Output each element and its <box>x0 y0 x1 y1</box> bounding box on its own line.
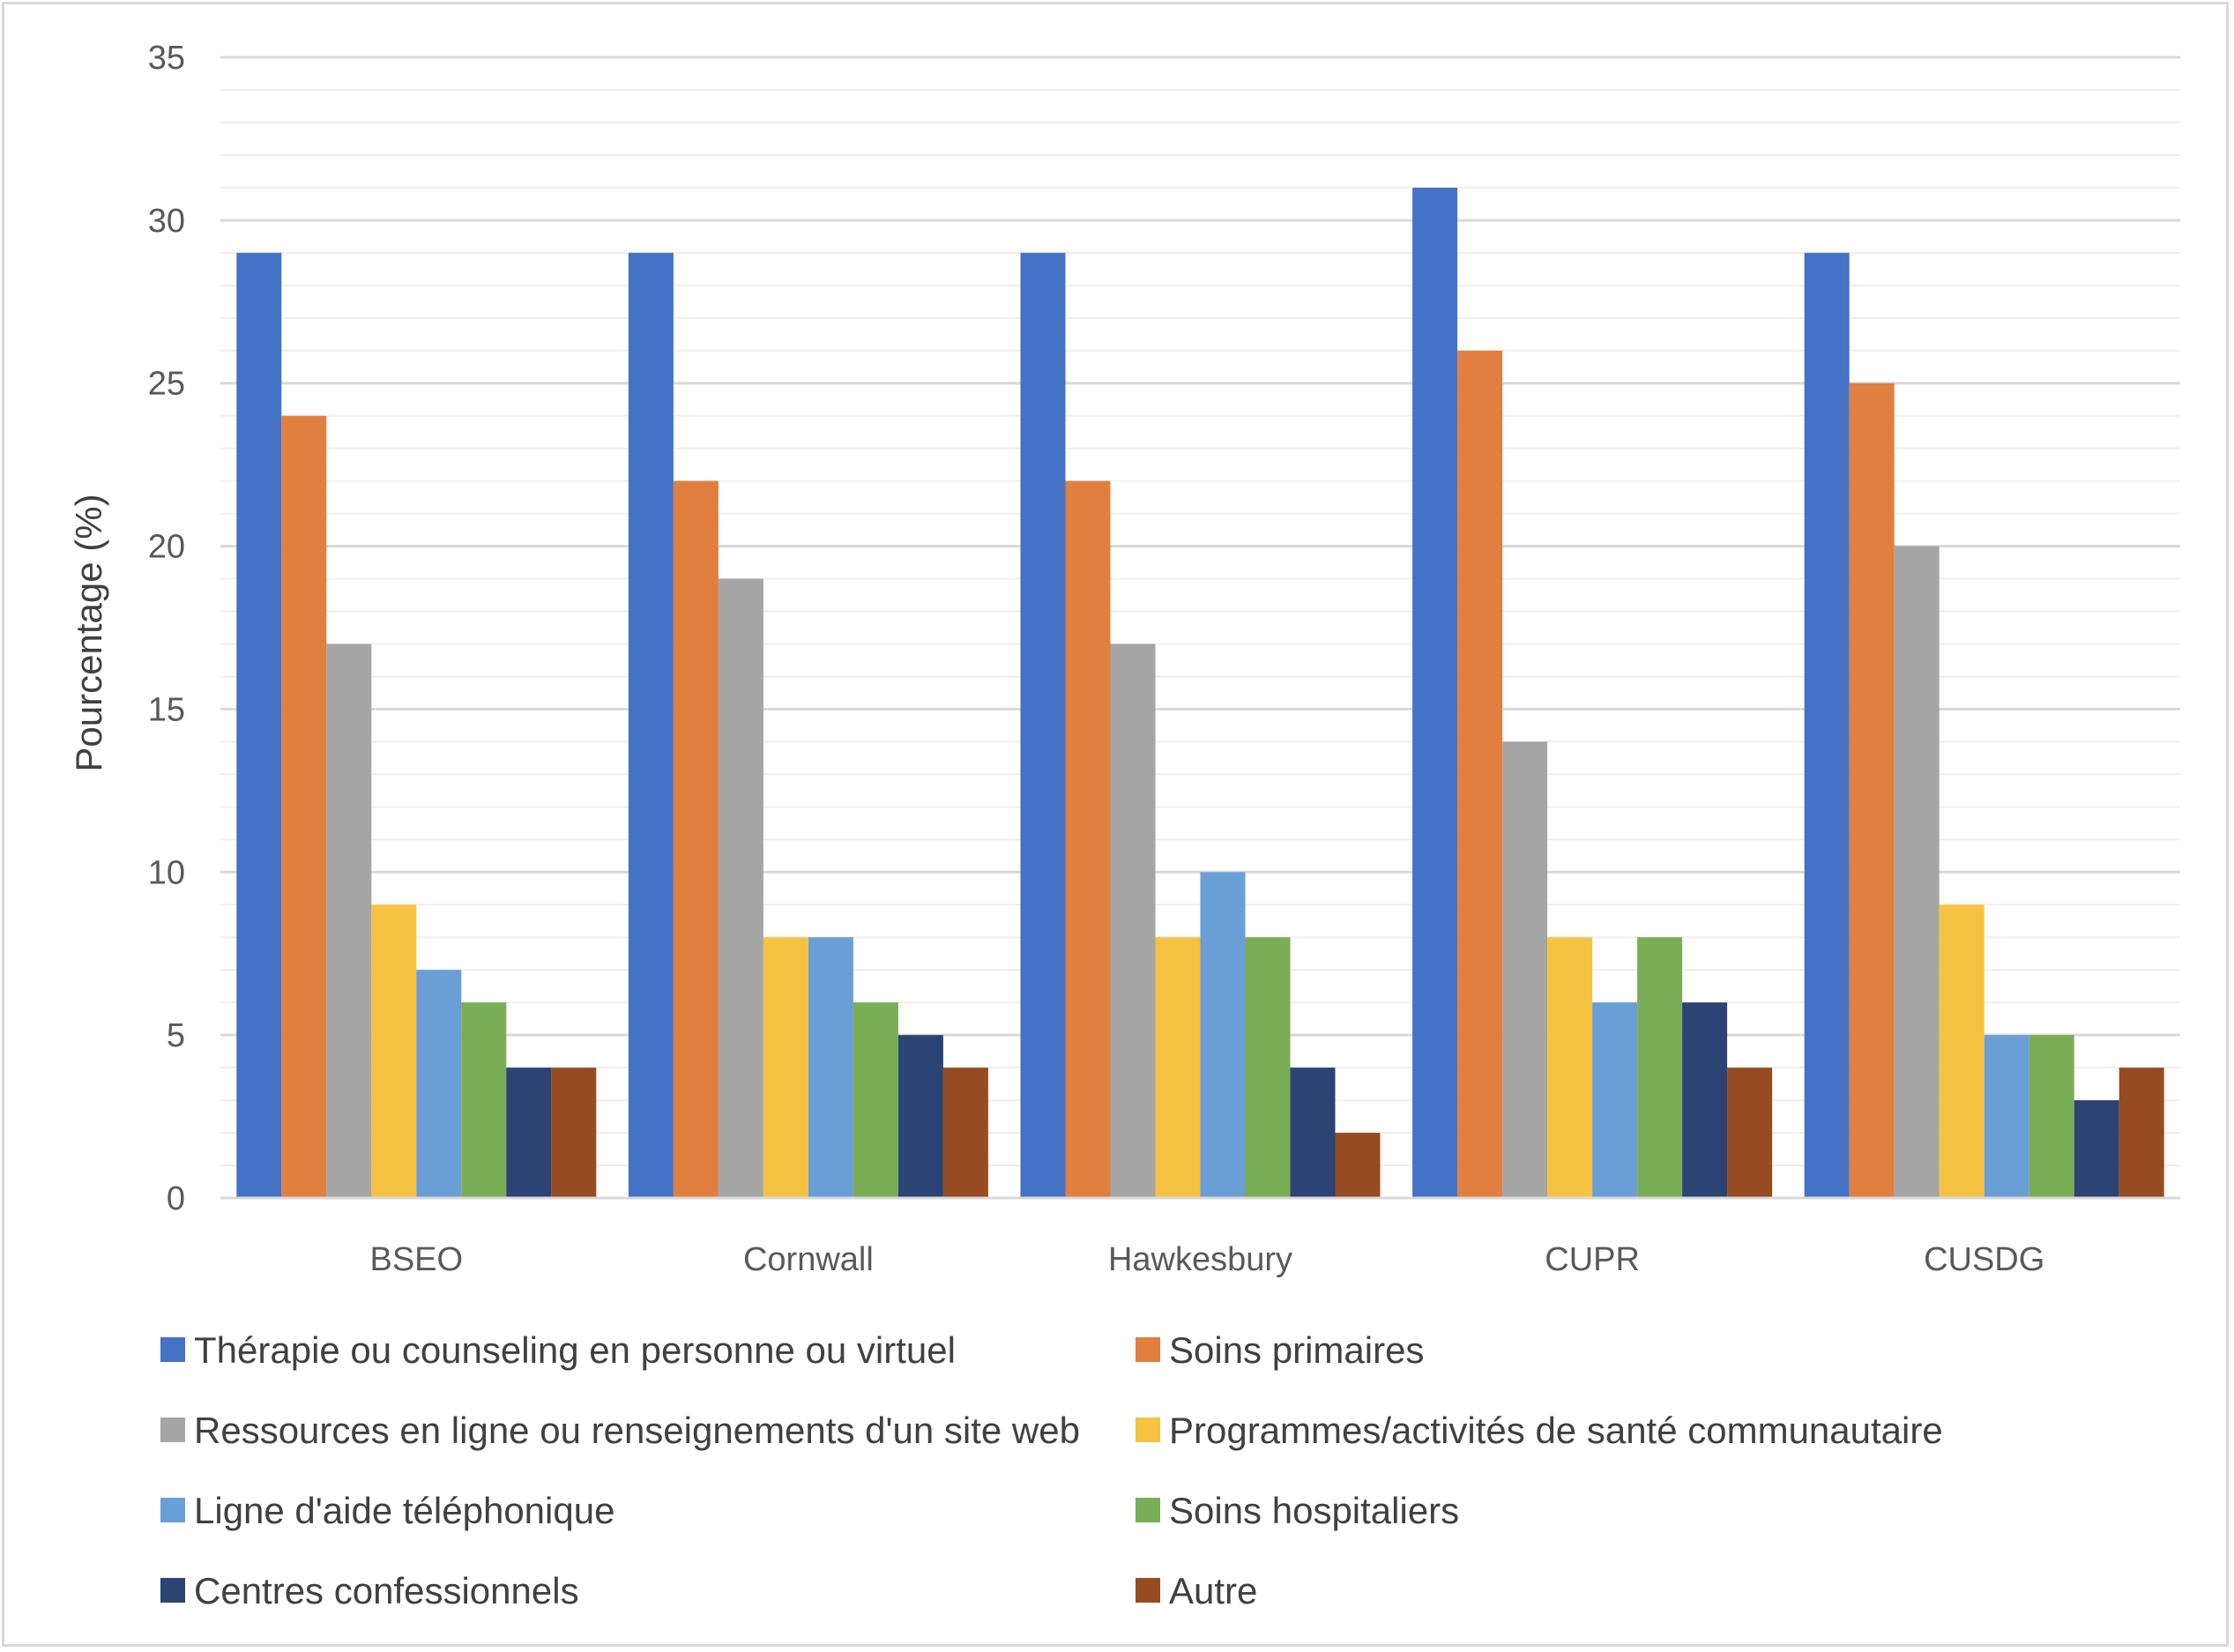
bar <box>1155 937 1201 1198</box>
bar <box>2074 1100 2119 1198</box>
y-tick-label: 5 <box>167 1017 185 1054</box>
legend-swatch <box>160 1418 185 1442</box>
legend-swatch <box>1136 1578 1160 1603</box>
legend-label: Ressources en ligne ou renseignements d'… <box>194 1410 1080 1451</box>
legend-item: Thérapie ou counseling en personne ou vi… <box>160 1329 956 1371</box>
bar <box>1547 937 1593 1198</box>
legend-item: Ligne d'aide téléphonique <box>160 1490 614 1531</box>
legend-label: Ligne d'aide téléphonique <box>194 1490 614 1531</box>
legend-label: Soins primaires <box>1169 1329 1424 1371</box>
y-tick-label: 25 <box>148 366 185 403</box>
legend-item: Soins hospitaliers <box>1136 1490 1459 1531</box>
y-axis-ticks: 0 5 10 15 20 25 30 35 <box>148 40 185 1217</box>
bar <box>1727 1068 1773 1198</box>
legend-item: Autre <box>1136 1570 1257 1611</box>
legend-label: Autre <box>1169 1570 1257 1611</box>
x-tick-label: CUPR <box>1545 1241 1640 1278</box>
bar <box>1335 1133 1381 1198</box>
legend-swatch <box>160 1337 185 1362</box>
legend-item: Soins primaires <box>1136 1329 1424 1371</box>
bar <box>673 480 719 1198</box>
bar <box>942 1068 988 1198</box>
bar <box>2119 1068 2164 1198</box>
x-tick-label: CUSDG <box>1924 1241 2044 1278</box>
bar <box>1939 904 1985 1198</box>
bar <box>1065 480 1111 1198</box>
x-tick-label: BSEO <box>369 1241 463 1278</box>
legend-label: Thérapie ou counseling en personne ou vi… <box>194 1329 956 1371</box>
x-tick-label: Hawkesbury <box>1108 1241 1292 1278</box>
bar <box>718 578 763 1198</box>
legend-swatch <box>1136 1498 1160 1522</box>
bar <box>371 904 417 1198</box>
bars <box>220 187 2180 1200</box>
bar <box>281 415 327 1199</box>
y-tick-label: 0 <box>167 1180 185 1217</box>
bar <box>506 1068 552 1198</box>
bar <box>1290 1068 1336 1198</box>
y-tick-label: 35 <box>148 40 185 77</box>
legend-swatch <box>160 1578 185 1603</box>
bar <box>1200 872 1246 1198</box>
bar <box>1412 187 1458 1198</box>
bar <box>1984 1035 2029 1198</box>
bar <box>1110 644 1156 1198</box>
legend-swatch <box>1136 1418 1160 1442</box>
legend: Thérapie ou counseling en personne ou vi… <box>160 1329 1943 1611</box>
bar <box>461 1002 507 1198</box>
bar <box>1894 546 1940 1198</box>
bar <box>2029 1035 2074 1198</box>
bar-chart: 0 5 10 15 20 25 30 35 BSEO Cornwall Hawkesbury CUP… <box>68 40 2180 1611</box>
bar <box>1804 252 1850 1198</box>
bar <box>808 937 853 1198</box>
bar <box>1245 937 1291 1198</box>
bar <box>1020 252 1066 1198</box>
legend-swatch <box>160 1498 185 1522</box>
legend-item: Ressources en ligne ou renseignements d'… <box>160 1410 1080 1451</box>
legend-label: Soins hospitaliers <box>1169 1490 1459 1531</box>
bar <box>897 1035 943 1198</box>
bar <box>1592 1002 1638 1198</box>
legend-label: Programmes/activités de santé communauta… <box>1169 1410 1943 1451</box>
legend-item: Centres confessionnels <box>160 1570 579 1611</box>
bar <box>1637 937 1683 1198</box>
bar <box>1849 383 1895 1198</box>
legend-swatch <box>1136 1337 1160 1362</box>
y-tick-label: 20 <box>148 529 185 566</box>
legend-item: Programmes/activités de santé communauta… <box>1136 1410 1943 1451</box>
bar <box>628 252 674 1198</box>
bar <box>236 252 282 1198</box>
bar <box>853 1002 898 1198</box>
bar <box>1682 1002 1728 1198</box>
y-axis-title: Pourcentage (%) <box>68 494 109 771</box>
y-tick-label: 15 <box>148 691 185 728</box>
bar <box>416 970 462 1198</box>
bar <box>1502 741 1548 1198</box>
bar <box>551 1068 597 1198</box>
legend-label: Centres confessionnels <box>194 1570 579 1611</box>
y-tick-label: 30 <box>148 203 185 240</box>
bar <box>1457 350 1503 1198</box>
bar <box>326 644 372 1198</box>
y-tick-label: 10 <box>148 854 185 891</box>
bar <box>763 937 808 1198</box>
x-tick-label: Cornwall <box>743 1241 874 1278</box>
x-axis-ticks: BSEO Cornwall Hawkesbury CUPR CUSDG <box>369 1241 2044 1278</box>
